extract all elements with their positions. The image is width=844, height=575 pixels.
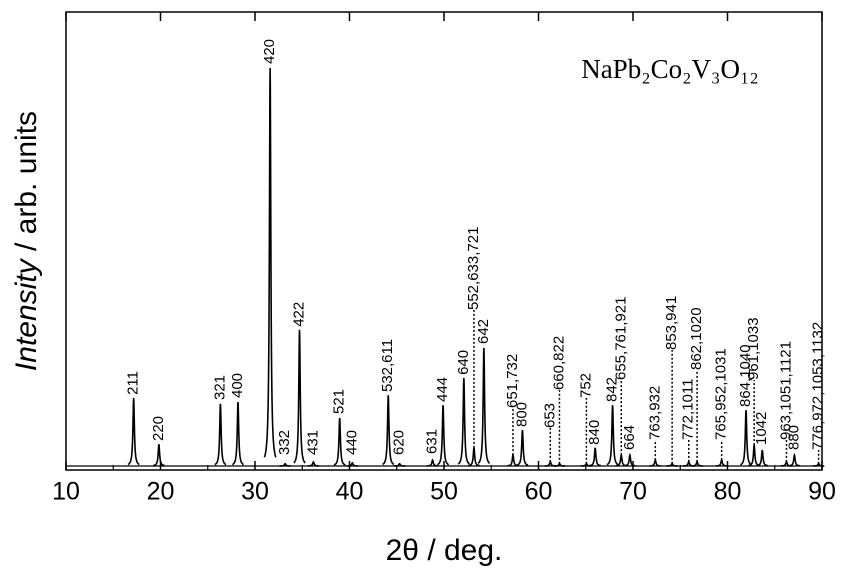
peak — [214, 403, 227, 466]
peak — [279, 462, 291, 467]
x-tick-label: 70 — [619, 478, 647, 506]
peak — [307, 460, 320, 467]
x-tick-label: 20 — [147, 478, 175, 506]
peak — [507, 452, 519, 467]
peak-label: 640 — [455, 350, 472, 375]
peak — [516, 430, 529, 466]
peak-label: 440 — [343, 430, 360, 455]
peak-label: 864,1040 — [737, 344, 754, 407]
peak — [477, 347, 491, 464]
peak — [715, 458, 728, 467]
peak-label: 752 — [577, 373, 594, 398]
peak-label: 651,732 — [504, 354, 521, 408]
peak-label: 422 — [290, 302, 307, 327]
peak-label: 853,941 — [663, 296, 680, 350]
peak-label: 211 — [125, 371, 142, 395]
peak-label: 880 — [785, 425, 802, 450]
x-tick-label: 30 — [241, 478, 269, 506]
peak-label: 420 — [261, 39, 278, 64]
peak-label: 220 — [150, 416, 167, 441]
peak — [382, 395, 395, 466]
peak — [649, 458, 662, 467]
peak-label: 840 — [586, 420, 603, 445]
peak-label: 772,1011 — [680, 379, 697, 440]
peak — [393, 462, 406, 467]
peak-label: 763,932 — [646, 386, 663, 440]
peak — [426, 458, 439, 467]
peak-label: 620 — [391, 430, 408, 455]
x-tick-label: 80 — [714, 478, 742, 506]
peak — [589, 447, 601, 467]
peak — [756, 449, 769, 467]
peak — [293, 329, 306, 464]
peak — [457, 377, 470, 465]
peak-label: 642 — [475, 319, 492, 344]
peak-label: 332 — [276, 430, 293, 455]
peak — [437, 405, 450, 466]
peak-label: 532,611 — [379, 339, 396, 392]
peak-label: 444 — [434, 377, 451, 402]
peak — [788, 452, 801, 467]
peak — [153, 444, 165, 467]
y-axis-label: Intensity / arb. units — [10, 111, 43, 371]
peak-label: 660,822 — [550, 336, 567, 390]
peak-label: 655,761,921 — [612, 297, 629, 380]
peak-label: 776,972,1053,1132 — [810, 322, 827, 450]
peak-label: 664 — [621, 425, 638, 450]
peak-label: 963,1051,1121 — [777, 341, 794, 440]
peak-label: 552,633,721 — [465, 227, 482, 310]
peak — [127, 397, 140, 466]
x-tick-label: 40 — [336, 478, 364, 506]
peak — [606, 405, 619, 466]
x-tick-label: 10 — [52, 478, 80, 506]
peak-label: 321 — [211, 375, 228, 400]
peak-label: 862,1020 — [688, 307, 705, 370]
peak-label: 431 — [304, 430, 321, 455]
peak — [333, 417, 346, 466]
peak-label: 842 — [604, 377, 621, 402]
peak — [740, 410, 753, 466]
peak-label: 765,952,1031 — [713, 348, 730, 440]
peak-label: 521 — [331, 389, 348, 414]
chart-title: NaPb₂Co₂V₃O₁₂ — [581, 54, 759, 84]
peak — [231, 401, 245, 466]
peak-label: 800 — [513, 402, 530, 427]
peak-label: 631 — [424, 429, 441, 454]
peak — [691, 460, 703, 467]
peak-label: 653 — [541, 403, 558, 428]
peak-label: 400 — [229, 373, 246, 398]
peak — [346, 461, 358, 467]
peak — [263, 67, 277, 458]
x-axis-label: 2θ / deg. — [386, 534, 503, 567]
peak-label: 1042 — [753, 412, 770, 445]
x-tick-label: 50 — [430, 478, 458, 506]
x-tick-label: 90 — [808, 478, 836, 506]
peak — [624, 452, 636, 467]
peak-label: 961,1033 — [745, 317, 762, 380]
x-tick-label: 60 — [525, 478, 553, 506]
